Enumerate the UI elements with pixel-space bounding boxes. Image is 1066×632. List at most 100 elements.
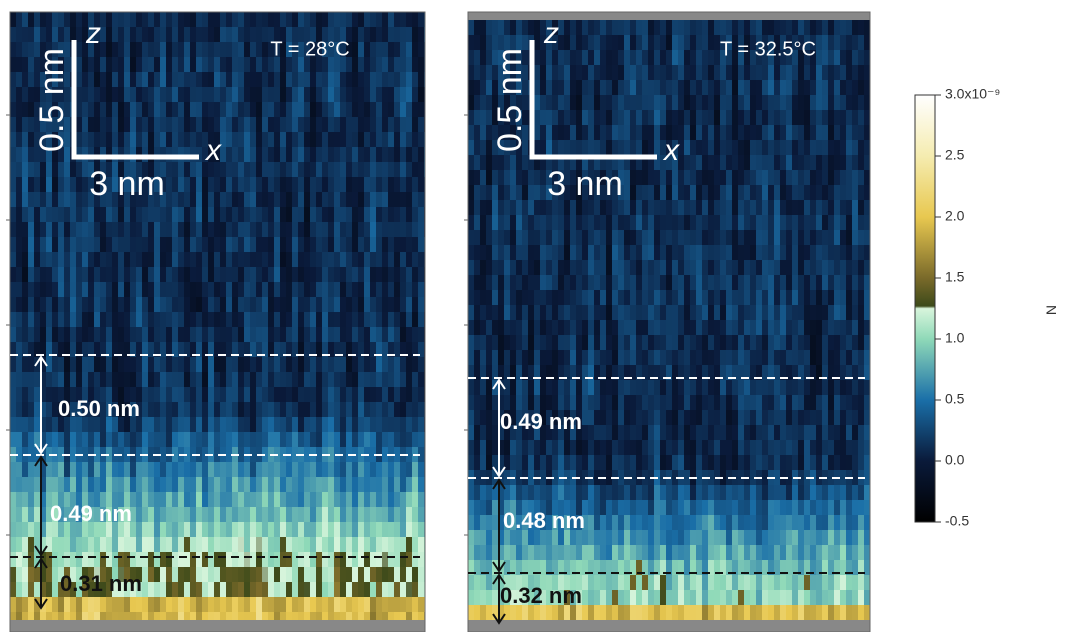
map-cell bbox=[672, 500, 678, 515]
map-cell bbox=[88, 282, 94, 297]
map-cell bbox=[178, 252, 184, 267]
map-cell bbox=[382, 432, 388, 447]
map-cell bbox=[262, 492, 268, 507]
map-cell bbox=[552, 230, 558, 245]
map-cell bbox=[480, 185, 486, 200]
map-cell bbox=[70, 432, 76, 447]
map-cell bbox=[268, 297, 274, 312]
map-cell bbox=[310, 522, 316, 537]
map-cell bbox=[684, 545, 690, 560]
map-cell bbox=[552, 440, 558, 455]
map-cell bbox=[364, 132, 370, 147]
map-cell bbox=[208, 492, 214, 507]
map-cell bbox=[238, 177, 244, 192]
map-cell bbox=[474, 395, 480, 410]
map-cell bbox=[358, 462, 364, 477]
map-cell bbox=[780, 290, 786, 305]
map-cell bbox=[642, 80, 648, 95]
map-cell bbox=[184, 27, 190, 42]
map-cell bbox=[732, 305, 738, 320]
map-cell bbox=[412, 327, 418, 342]
map-cell bbox=[16, 492, 22, 507]
map-cell bbox=[46, 297, 52, 312]
map-cell bbox=[654, 20, 660, 35]
map-cell bbox=[346, 267, 352, 282]
map-cell bbox=[654, 515, 660, 530]
map-cell bbox=[16, 72, 22, 87]
map-cell bbox=[88, 537, 94, 552]
map-cell bbox=[546, 455, 552, 470]
map-cell bbox=[34, 492, 40, 507]
map-cell bbox=[172, 477, 178, 492]
map-cell bbox=[214, 237, 220, 252]
map-cell bbox=[468, 530, 474, 545]
map-cell bbox=[696, 440, 702, 455]
map-cell bbox=[648, 485, 654, 500]
map-cell bbox=[226, 492, 232, 507]
map-cell bbox=[588, 305, 594, 320]
map-cell bbox=[774, 440, 780, 455]
map-cell bbox=[552, 245, 558, 260]
map-cell bbox=[166, 432, 172, 447]
map-cell bbox=[352, 312, 358, 327]
map-cell bbox=[690, 35, 696, 50]
map-cell bbox=[468, 185, 474, 200]
map-cell bbox=[274, 372, 280, 387]
map-cell bbox=[256, 537, 262, 552]
map-cell bbox=[510, 335, 516, 350]
map-cell bbox=[594, 590, 600, 605]
map-cell bbox=[28, 357, 34, 372]
map-cell bbox=[376, 417, 382, 432]
map-cell bbox=[364, 552, 370, 567]
map-cell bbox=[552, 380, 558, 395]
map-cell bbox=[744, 245, 750, 260]
map-cell bbox=[364, 147, 370, 162]
map-cell bbox=[732, 380, 738, 395]
map-cell bbox=[708, 455, 714, 470]
map-cell bbox=[690, 440, 696, 455]
map-cell bbox=[726, 605, 732, 620]
map-cell bbox=[570, 230, 576, 245]
map-cell bbox=[154, 132, 160, 147]
map-cell bbox=[238, 567, 244, 582]
map-cell bbox=[720, 230, 726, 245]
map-cell bbox=[124, 612, 130, 620]
map-cell bbox=[316, 372, 322, 387]
map-cell bbox=[88, 72, 94, 87]
map-cell bbox=[250, 57, 256, 72]
map-cell bbox=[498, 350, 504, 365]
map-cell bbox=[708, 425, 714, 440]
map-cell bbox=[130, 552, 136, 567]
map-cell bbox=[480, 290, 486, 305]
map-cell bbox=[226, 312, 232, 327]
map-cell bbox=[58, 177, 64, 192]
map-cell bbox=[388, 117, 394, 132]
map-cell bbox=[768, 350, 774, 365]
map-cell bbox=[400, 357, 406, 372]
map-cell bbox=[124, 57, 130, 72]
map-cell bbox=[274, 552, 280, 567]
map-cell bbox=[196, 87, 202, 102]
map-cell bbox=[358, 372, 364, 387]
map-cell bbox=[678, 215, 684, 230]
map-cell bbox=[328, 402, 334, 417]
map-cell bbox=[406, 147, 412, 162]
map-cell bbox=[262, 117, 268, 132]
map-cell bbox=[202, 297, 208, 312]
map-cell bbox=[160, 357, 166, 372]
map-cell bbox=[268, 492, 274, 507]
map-cell bbox=[328, 237, 334, 252]
map-cell bbox=[94, 207, 100, 222]
map-cell bbox=[528, 545, 534, 560]
map-cell bbox=[142, 462, 148, 477]
map-cell bbox=[328, 72, 334, 87]
map-cell bbox=[364, 432, 370, 447]
map-cell bbox=[636, 50, 642, 65]
map-cell bbox=[618, 350, 624, 365]
map-cell bbox=[394, 507, 400, 522]
map-cell bbox=[262, 327, 268, 342]
map-cell bbox=[540, 110, 546, 125]
map-cell bbox=[492, 530, 498, 545]
map-cell bbox=[654, 260, 660, 275]
map-cell bbox=[208, 387, 214, 402]
